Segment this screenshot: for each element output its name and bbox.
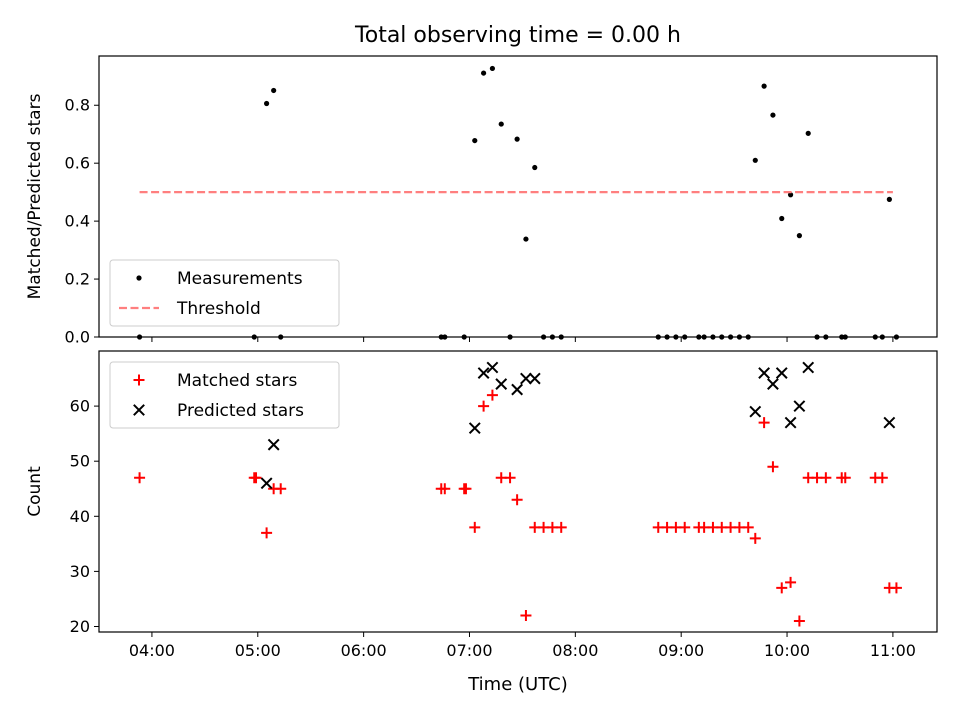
bottom-panel-count: 04:00 05:00 06:00 07:00 08:00 09:00 10:00 11:00… xyxy=(25,350,938,660)
measurements-point xyxy=(498,121,504,127)
matched-stars-point xyxy=(767,461,779,473)
x-tick-label: 09:00 xyxy=(658,641,704,660)
chart-title: Total observing time = 0.00 h xyxy=(354,23,681,48)
predicted-stars-point xyxy=(758,367,771,379)
x-tick-label: 08:00 xyxy=(552,641,598,660)
x-tick-label: 10:00 xyxy=(764,641,810,660)
predicted-stars-point xyxy=(775,367,788,379)
predicted-stars-point xyxy=(260,477,273,490)
x-tick-label: 07:00 xyxy=(446,641,492,660)
measurements-point xyxy=(271,87,277,94)
predicted-stars-point xyxy=(267,438,280,451)
matched-stars-point xyxy=(749,532,761,544)
matched-stars-point xyxy=(793,615,805,627)
matched-stars-point xyxy=(275,483,287,495)
matched-stars-point xyxy=(820,472,832,484)
measurements-point xyxy=(489,65,496,72)
y-tick-label: 50 xyxy=(70,452,90,471)
y-tick-label: 30 xyxy=(70,562,90,581)
matched-stars-point xyxy=(134,472,146,484)
measurements-point xyxy=(779,215,785,222)
matched-stars-point xyxy=(460,483,472,495)
y-tick-label: 0.6 xyxy=(65,154,90,173)
predicted-stars-point xyxy=(486,361,499,374)
matched-stars-point xyxy=(511,494,523,506)
predicted-stars-point xyxy=(749,405,762,418)
matched-stars-point xyxy=(876,472,888,484)
y-tick-label: 20 xyxy=(70,617,90,636)
matched-stars-point xyxy=(776,582,788,594)
matched-stars-point xyxy=(890,582,902,594)
y-axis-label: Count xyxy=(25,466,45,517)
measurements-point xyxy=(514,136,520,142)
matched-stars-point xyxy=(486,389,498,401)
x-tick-label: 04:00 xyxy=(129,641,175,660)
measurements-point xyxy=(796,233,802,239)
y-tick-label: 40 xyxy=(70,507,90,526)
x-axis-label: Time (UTC) xyxy=(467,674,568,695)
legend-marker xyxy=(136,275,142,281)
matched-stars-point xyxy=(504,472,516,484)
y-tick-label: 0.4 xyxy=(65,212,90,231)
x-tick-label: 06:00 xyxy=(341,641,387,660)
legend-box xyxy=(109,361,340,429)
matched-stars-point xyxy=(742,521,754,533)
matched-stars-point xyxy=(679,521,691,533)
measurements-point xyxy=(472,137,478,144)
measurements-point xyxy=(480,70,487,76)
measurements-point xyxy=(787,192,794,198)
matched-stars-point xyxy=(555,521,567,533)
matched-stars-point xyxy=(520,609,532,621)
predicted-stars-point xyxy=(520,372,532,385)
matched-stars-point xyxy=(758,417,770,429)
legend: Measurements Threshold xyxy=(109,259,340,327)
y-tick-label: 0.0 xyxy=(65,328,90,347)
legend-marker xyxy=(133,374,145,386)
predicted-stars-point xyxy=(784,416,797,429)
measurements-point xyxy=(532,164,538,171)
measurements-point xyxy=(752,157,758,163)
predicted-stars-point xyxy=(528,372,541,385)
predicted-stars-point xyxy=(883,416,896,429)
y-tick-label: 0.2 xyxy=(65,270,90,289)
y-tick-label: 60 xyxy=(70,397,90,416)
matched-stars-point xyxy=(261,527,273,539)
legend-label: Predicted stars xyxy=(177,401,304,421)
matched-stars-point xyxy=(250,472,262,484)
legend-label: Measurements xyxy=(177,269,303,289)
predicted-stars-point xyxy=(767,378,779,390)
matched-stars-point xyxy=(469,521,481,533)
predicted-stars-point xyxy=(802,361,815,374)
measurements-point xyxy=(805,130,811,136)
matched-stars-point xyxy=(439,483,451,495)
predicted-stars-point xyxy=(495,378,508,390)
measurements-point xyxy=(770,112,776,118)
measurements-point xyxy=(761,83,767,89)
top-panel-ratio: 0.0 0.2 0.4 0.6 0.8 Matched/Predicted stars Me… xyxy=(25,55,938,347)
y-tick-label: 0.8 xyxy=(65,96,90,115)
y-axis-label: Matched/Predicted stars xyxy=(25,93,45,299)
measurements-point xyxy=(264,100,270,107)
matched-stars-point xyxy=(478,400,490,412)
legend-box xyxy=(109,259,340,327)
x-tick-label: 05:00 xyxy=(235,641,281,660)
legend-label: Threshold xyxy=(176,299,261,319)
plot-frame xyxy=(98,55,938,338)
predicted-stars-point xyxy=(793,400,806,413)
predicted-stars-point xyxy=(468,422,481,435)
legend-marker xyxy=(133,404,145,416)
plot-frame xyxy=(98,350,938,633)
measurements-point xyxy=(523,236,529,242)
matched-stars-point xyxy=(839,472,851,484)
predicted-stars-point xyxy=(477,367,490,379)
x-tick-label: 11:00 xyxy=(870,641,916,660)
matched-stars-point xyxy=(785,576,797,588)
legend-label: Matched stars xyxy=(177,371,297,391)
legend: Matched stars Predicted stars xyxy=(109,361,340,429)
measurements-point xyxy=(886,196,892,202)
predicted-stars-point xyxy=(511,383,524,396)
